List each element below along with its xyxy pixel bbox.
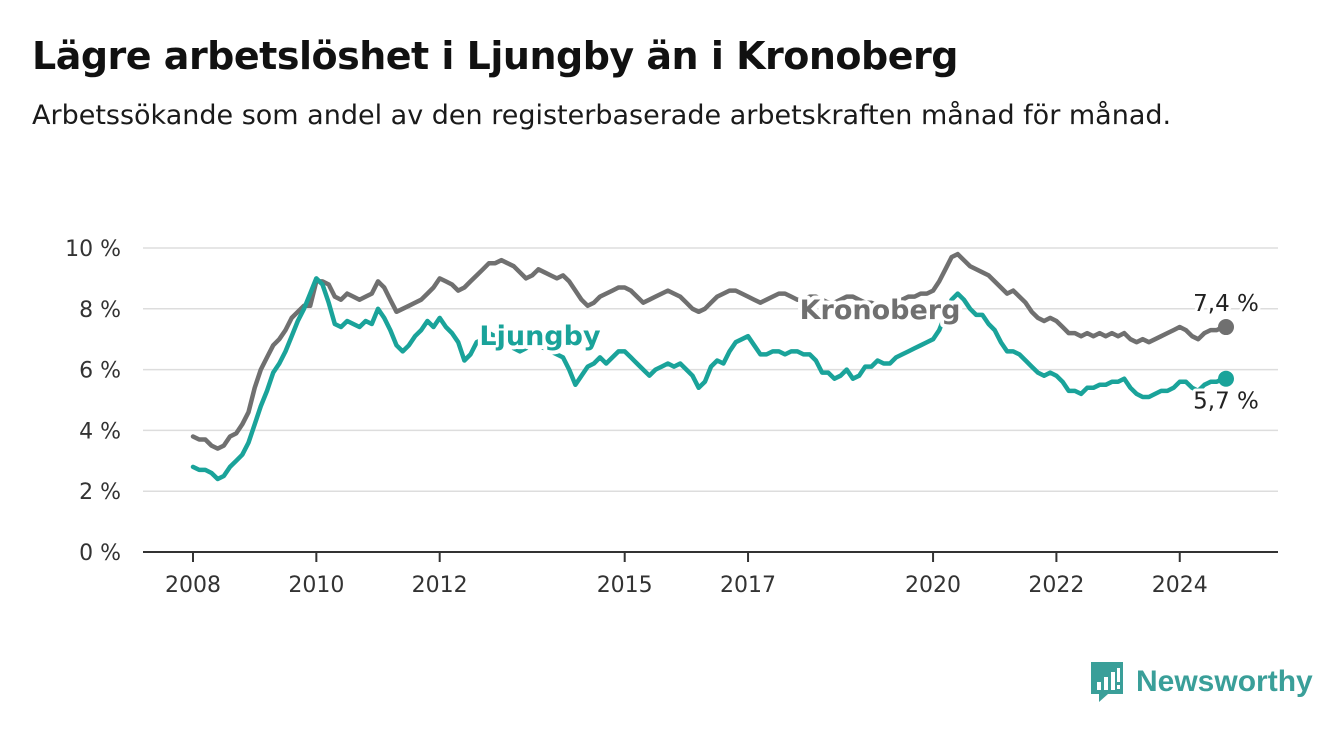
end-value-halo: 5,7 % [1193, 389, 1259, 415]
series-line-kronoberg [190, 251, 1229, 451]
y-tick-label: 10 % [65, 237, 121, 262]
series-label-halo: Kronoberg [800, 295, 961, 326]
y-tick-label: 8 % [79, 298, 121, 323]
x-tick-label: 2010 [288, 573, 344, 598]
brand-name: Newsworthy [1136, 665, 1313, 698]
series-label-halo: Ljungby [479, 321, 601, 352]
series-line-ljungby [190, 276, 1229, 482]
series-label-kronoberg: Kronoberg [800, 295, 961, 326]
x-tick-label: 2008 [165, 573, 221, 598]
end-value-ljungby: 5,7 % [1193, 389, 1259, 415]
end-point-kronoberg [1218, 319, 1234, 336]
chart-subtitle: Arbetssökande som andel av den registerb… [32, 100, 1172, 131]
newsworthy-logo: Newsworthy [1088, 660, 1313, 704]
y-tick-label: 2 % [79, 480, 121, 505]
y-axis-tick-labels: 0 % 2 % 4 % 6 % 8 % 10 % [65, 237, 121, 566]
y-tick-label: 4 % [79, 419, 121, 444]
chart-logo-icon [1091, 662, 1123, 702]
end-point-ljungby [1218, 370, 1234, 387]
y-tick-label: 6 % [79, 359, 121, 384]
x-tick-label: 2020 [905, 573, 961, 598]
end-value-kronoberg: 7,4 % [1193, 291, 1259, 317]
end-value-halo: 7,4 % [1193, 291, 1259, 317]
x-axis-ticks: 2008 2010 2012 2015 2017 2020 2022 2024 [165, 552, 1208, 598]
x-tick-label: 2022 [1028, 573, 1084, 598]
x-tick-label: 2024 [1152, 573, 1208, 598]
line-chart: 0 % 2 % 4 % 6 % 8 % 10 % 2008 2010 2012 2015 2017… [65, 237, 1278, 598]
x-tick-label: 2012 [412, 573, 468, 598]
series-label-ljungby: Ljungby [479, 321, 601, 352]
chart-title: Lägre arbetslöshet i Ljungby än i Kronob… [32, 34, 958, 78]
x-tick-label: 2015 [597, 573, 653, 598]
end-markers: 7,4 %7,4 %5,7 %5,7 % [1190, 288, 1262, 418]
y-tick-label: 0 % [79, 541, 121, 566]
series-lines [190, 251, 1229, 482]
x-tick-label: 2017 [720, 573, 776, 598]
